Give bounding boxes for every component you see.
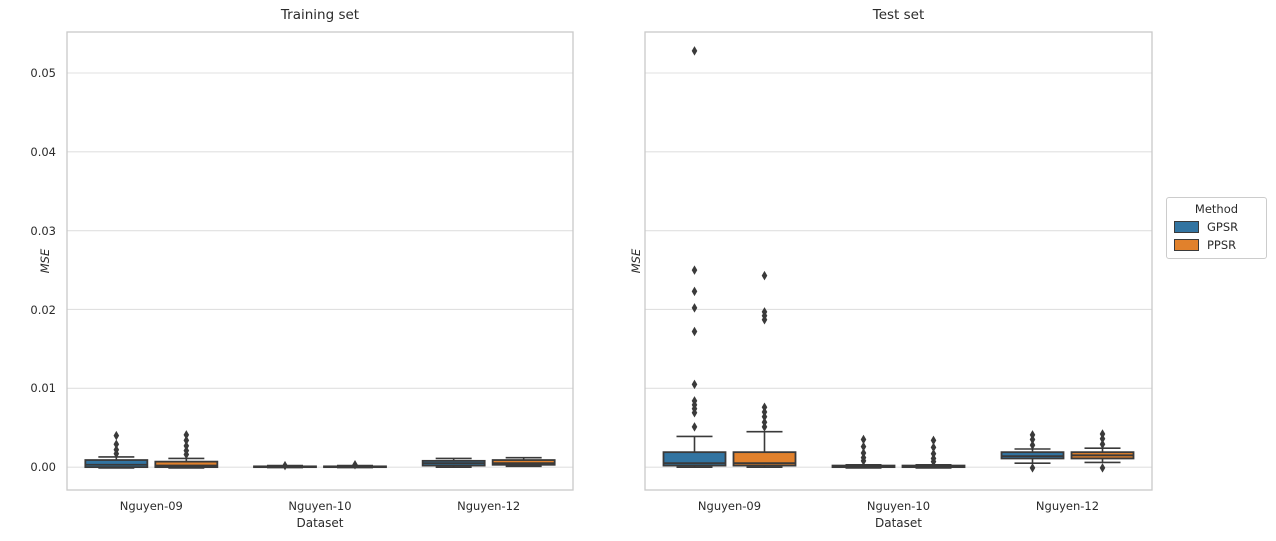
legend-title: Method xyxy=(1194,202,1239,216)
xtick-training-nguyen-10: Nguyen-10 xyxy=(288,499,352,513)
legend-entry-gpsr: GPSR xyxy=(1174,220,1259,234)
outlier-point-gpsr-nguyen-09 xyxy=(113,430,120,441)
yaxis-label-test: MSE xyxy=(629,248,643,274)
outlier-point-gpsr-nguyen-09 xyxy=(691,379,698,390)
outlier-point-ppsr-nguyen-09 xyxy=(761,270,768,281)
outlier-point-ppsr-nguyen-12 xyxy=(1099,429,1106,439)
ytick-label-0.00: 0.00 xyxy=(30,460,56,474)
outlier-point-ppsr-nguyen-12 xyxy=(1099,439,1106,450)
xtick-test-nguyen-09: Nguyen-09 xyxy=(697,499,762,513)
xtick-test-nguyen-12: Nguyen-12 xyxy=(1035,499,1100,513)
outlier-point-gpsr-nguyen-09 xyxy=(691,396,698,406)
legend-swatch-ppsr xyxy=(1174,239,1199,251)
legend-swatch-gpsr xyxy=(1174,221,1199,233)
outlier-point-gpsr-nguyen-09 xyxy=(691,303,698,313)
outlier-point-gpsr-nguyen-12 xyxy=(1029,440,1036,450)
outlier-point-gpsr-nguyen-12 xyxy=(1029,463,1036,473)
outlier-point-ppsr-nguyen-09 xyxy=(183,441,190,451)
xtick-training-nguyen-12: Nguyen-12 xyxy=(457,499,521,513)
outlier-point-ppsr-nguyen-10 xyxy=(930,448,937,459)
ytick-label-0.02: 0.02 xyxy=(30,302,56,317)
axes-frame xyxy=(644,31,1153,491)
outlier-point-ppsr-nguyen-09 xyxy=(761,417,768,427)
outlier-point-gpsr-nguyen-09 xyxy=(113,445,120,455)
outlier-point-ppsr-nguyen-10 xyxy=(930,442,937,453)
xaxis-label-test: Dataset xyxy=(875,516,922,530)
outlier-point-gpsr-nguyen-09 xyxy=(113,439,120,450)
outlier-point-gpsr-nguyen-10 xyxy=(282,460,288,471)
outlier-point-ppsr-nguyen-09 xyxy=(183,430,190,440)
axes-frame xyxy=(66,31,574,491)
ytick-label-0.04: 0.04 xyxy=(30,144,56,159)
legend-label-ppsr: PPSR xyxy=(1207,238,1237,252)
outlier-point-gpsr-nguyen-09 xyxy=(691,265,698,275)
outlier-point-gpsr-nguyen-09 xyxy=(691,422,698,432)
outlier-point-gpsr-nguyen-10 xyxy=(860,434,867,445)
box-gpsr-nguyen-09 xyxy=(84,459,149,469)
xtick-test-nguyen-10: Nguyen-10 xyxy=(866,499,931,513)
legend-label-gpsr: GPSR xyxy=(1207,220,1239,234)
box-gpsr-nguyen-09 xyxy=(662,451,727,467)
box-ppsr-nguyen-09 xyxy=(154,460,219,469)
outlier-point-gpsr-nguyen-10 xyxy=(860,441,867,452)
outlier-point-gpsr-nguyen-09 xyxy=(691,286,698,297)
ytick-label-0.05: 0.05 xyxy=(30,66,56,80)
outlier-point-gpsr-nguyen-09 xyxy=(691,46,698,56)
xtick-training-nguyen-09: Nguyen-09 xyxy=(119,499,183,513)
legend: Method GPSR PPSR xyxy=(1166,197,1267,259)
ytick-label-0.03: 0.03 xyxy=(30,223,56,238)
subplot-title-test: Test set xyxy=(872,7,925,23)
outlier-point-gpsr-nguyen-09 xyxy=(691,326,698,337)
outlier-point-gpsr-nguyen-12 xyxy=(1029,430,1036,440)
outlier-point-ppsr-nguyen-10 xyxy=(930,435,937,446)
ytick-label-0.01: 0.01 xyxy=(30,381,56,395)
outlier-point-ppsr-nguyen-09 xyxy=(761,307,768,317)
outlier-point-gpsr-nguyen-10 xyxy=(860,448,867,458)
outlier-point-ppsr-nguyen-10 xyxy=(352,460,358,470)
xaxis-label-training: Dataset xyxy=(296,516,344,530)
yaxis-label-training: MSE xyxy=(38,248,52,274)
outlier-point-ppsr-nguyen-09 xyxy=(183,435,190,446)
legend-entry-ppsr: PPSR xyxy=(1174,238,1259,252)
subplot-title-training: Training set xyxy=(280,7,360,23)
box-ppsr-nguyen-09 xyxy=(732,451,797,467)
outlier-point-ppsr-nguyen-09 xyxy=(761,402,768,412)
outlier-point-ppsr-nguyen-12 xyxy=(1099,463,1106,473)
